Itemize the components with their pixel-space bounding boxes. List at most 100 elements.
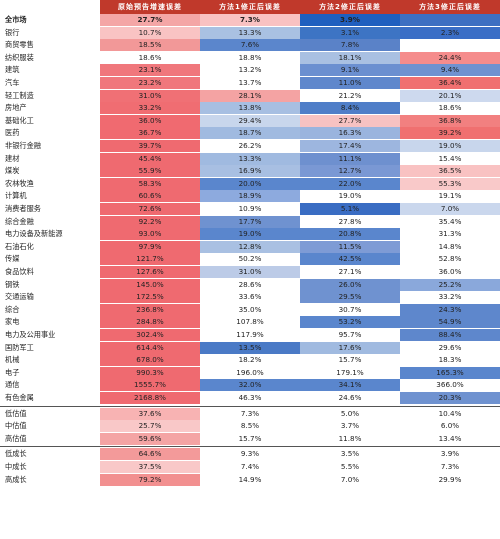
cell-value: 302.4%	[100, 329, 200, 341]
table-row: 国防军工 614.4% 13.5% 17.6% 29.6%	[0, 341, 500, 354]
cell-value: 36.4%	[400, 77, 500, 89]
row-label: 钢铁	[5, 279, 20, 289]
table-row: 全市场 27.7% 7.3% 3.9%	[0, 14, 500, 26]
row-label: 低估值	[5, 408, 27, 418]
cell-value: 1555.7%	[100, 379, 200, 392]
cell-value: 33.2%	[100, 102, 200, 115]
cell-value	[400, 39, 500, 52]
table-row: 纺织服装 18.6% 18.8% 18.1% 24.4%	[0, 51, 500, 64]
cell-value: 31.0%	[100, 89, 200, 102]
cell-value: 3.5%	[300, 448, 400, 461]
table-row: 农林牧渔 58.3% 20.0% 22.0% 55.3%	[0, 177, 500, 190]
cell-value: 15.7%	[300, 354, 400, 367]
group-separator	[0, 446, 500, 448]
row-label: 传媒	[5, 254, 20, 264]
cell-value: 59.6%	[100, 432, 200, 445]
cell-value: 5.0%	[300, 407, 400, 420]
cell-value: 32.0%	[200, 379, 300, 392]
row-label: 交通运输	[5, 292, 34, 302]
table-row: 综合 236.8% 35.0% 30.7% 24.3%	[0, 303, 500, 316]
row-label: 房地产	[5, 103, 27, 113]
cell-value: 36.7%	[100, 127, 200, 140]
cell-value: 145.0%	[100, 278, 200, 291]
cell-value: 7.0%	[300, 473, 400, 486]
cell-value: 19.0%	[400, 140, 500, 152]
table-row: 综合金融 92.2% 17.7% 27.8% 35.4%	[0, 215, 500, 228]
cell-value: 6.0%	[400, 420, 500, 433]
cell-value: 19.0%	[200, 228, 300, 241]
table-row: 高估值 59.6% 15.7% 11.8% 13.4%	[0, 432, 500, 445]
cell-value: 19.0%	[300, 190, 400, 203]
cell-value: 13.5%	[200, 341, 300, 354]
cell-value: 26.0%	[300, 278, 400, 291]
cell-value: 36.5%	[400, 165, 500, 178]
cell-value: 284.8%	[100, 316, 200, 329]
cell-value: 13.3%	[200, 152, 300, 165]
cell-value: 12.8%	[200, 240, 300, 253]
cell-value: 18.3%	[400, 354, 500, 367]
table-row: 煤炭 55.9% 16.9% 12.7% 36.5%	[0, 165, 500, 178]
row-label: 国防军工	[5, 342, 34, 352]
row-label: 通信	[5, 380, 20, 390]
cell-value: 35.4%	[400, 215, 500, 228]
cell-value: 3.1%	[300, 26, 400, 39]
row-label: 轻工制造	[5, 90, 34, 100]
row-label: 中成长	[5, 462, 27, 471]
cell-value: 36.8%	[400, 114, 500, 127]
cell-value	[400, 14, 500, 26]
cell-value: 11.1%	[300, 152, 400, 165]
cell-value: 27.1%	[300, 266, 400, 278]
cell-value: 39.2%	[400, 127, 500, 140]
cell-value: 15.7%	[200, 432, 300, 445]
cell-value: 25.7%	[100, 420, 200, 433]
row-label: 电力及公用事业	[5, 330, 56, 339]
cell-value: 9.4%	[400, 64, 500, 77]
cell-value: 236.8%	[100, 303, 200, 316]
row-label: 电子	[5, 367, 20, 377]
row-label: 机械	[5, 355, 20, 365]
cell-value: 21.2%	[300, 89, 400, 102]
row-label: 高成长	[5, 474, 27, 484]
cell-value: 36.0%	[100, 114, 200, 127]
cell-value: 2.3%	[400, 26, 500, 39]
cell-value: 15.4%	[400, 152, 500, 165]
cell-value: 5.1%	[300, 203, 400, 215]
table-row: 建材 45.4% 13.3% 11.1% 15.4%	[0, 152, 500, 165]
cell-value: 3.9%	[400, 448, 500, 461]
row-label: 纺织服装	[5, 52, 34, 62]
cell-value: 58.3%	[100, 177, 200, 190]
cell-value: 88.4%	[400, 329, 500, 341]
cell-value: 11.5%	[300, 240, 400, 253]
cell-value: 36.0%	[400, 266, 500, 278]
cell-value: 95.7%	[300, 329, 400, 341]
cell-value: 29.4%	[200, 114, 300, 127]
table-row: 消费者服务 72.6% 10.9% 5.1% 7.0%	[0, 203, 500, 215]
cell-value: 18.5%	[100, 39, 200, 52]
cell-value: 26.2%	[200, 140, 300, 152]
cell-value: 30.7%	[300, 303, 400, 316]
cell-value: 17.6%	[300, 341, 400, 354]
cell-value: 31.0%	[200, 266, 300, 278]
cell-value: 8.4%	[300, 102, 400, 115]
cell-value: 45.4%	[100, 152, 200, 165]
cell-value: 24.4%	[400, 51, 500, 64]
cell-value: 5.5%	[300, 461, 400, 473]
row-label: 消费者服务	[5, 204, 41, 213]
cell-value: 24.6%	[300, 392, 400, 404]
cell-value: 23.2%	[100, 77, 200, 89]
cell-value: 165.3%	[400, 366, 500, 379]
column-header-label: 方法3修正后误差	[419, 3, 481, 11]
cell-value: 13.3%	[200, 26, 300, 39]
cell-value: 18.8%	[200, 51, 300, 64]
cell-value: 7.3%	[200, 14, 300, 26]
cell-value: 7.3%	[400, 461, 500, 473]
table-row: 中估值 25.7% 8.5% 3.7% 6.0%	[0, 420, 500, 433]
cell-value: 179.1%	[300, 366, 400, 379]
row-label: 建材	[5, 153, 20, 163]
table-row: 高成长 79.2% 14.9% 7.0% 29.9%	[0, 473, 500, 486]
table-row: 计算机 60.6% 18.9% 19.0% 19.1%	[0, 190, 500, 203]
cell-value: 31.3%	[400, 228, 500, 241]
group-separator	[0, 405, 500, 407]
table-row: 非银行金融 39.7% 26.2% 17.4% 19.0%	[0, 140, 500, 152]
cell-value: 54.9%	[400, 316, 500, 329]
